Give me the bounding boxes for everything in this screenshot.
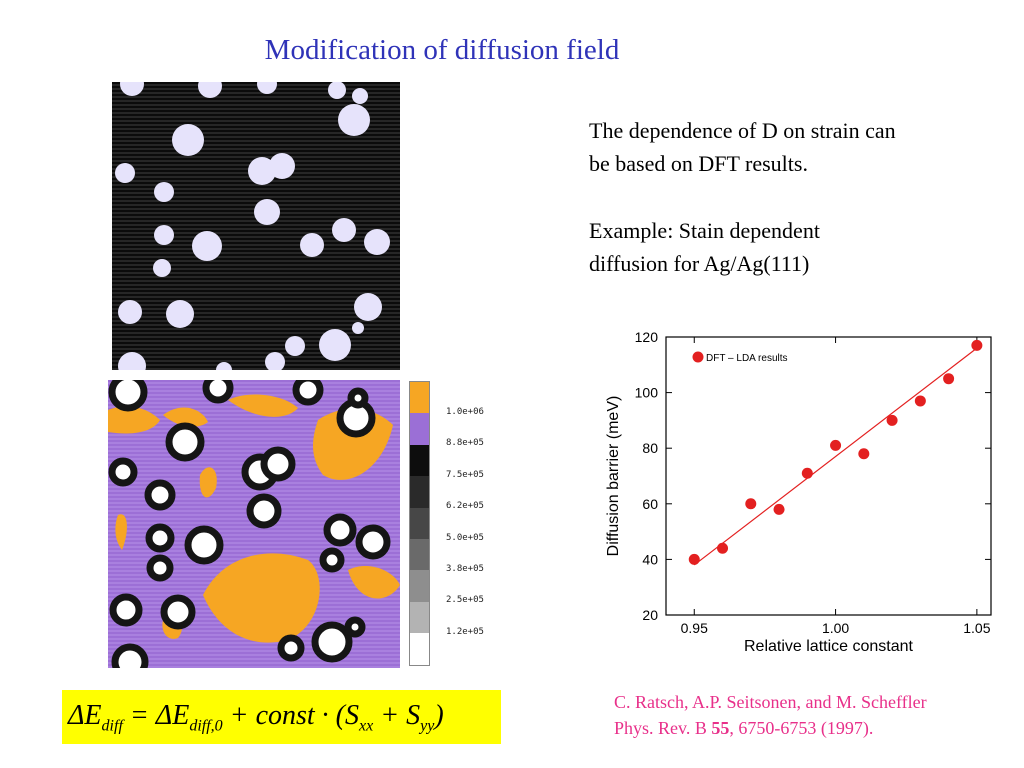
x-tick-label: 1.05 (963, 620, 990, 636)
colorbar-swatch (410, 476, 429, 508)
data-point (943, 373, 955, 385)
colorbar-swatch (410, 633, 429, 665)
colorbar-swatch (410, 444, 429, 477)
legend-label: DFT – LDA results (706, 353, 788, 364)
colorbar-label: 6.2e+05 (446, 501, 484, 512)
data-point (717, 542, 729, 554)
colorbar-swatch (410, 570, 429, 602)
colorbar-label: 3.8e+05 (446, 564, 484, 574)
colorbar-swatch (410, 413, 429, 445)
citation-journal: Phys. Rev. B 55, 6750-6753 (1997). (614, 718, 874, 738)
diffusion-formula: ΔEdiff = ΔEdiff,0 + const · (Sxx + Syy) (62, 690, 501, 744)
data-point (801, 467, 813, 479)
x-tick-label: 0.95 (681, 620, 708, 636)
colorbar-label: 1.0e+06 (446, 407, 484, 417)
data-point (688, 553, 700, 565)
data-point (773, 503, 785, 515)
data-point (971, 339, 983, 351)
y-tick-label: 20 (642, 607, 658, 623)
colorbar-label: 5.0e+05 (446, 532, 484, 543)
colorbar-swatch (410, 601, 429, 634)
strain-dependence-text: The dependence of D on strain can be bas… (589, 118, 896, 176)
island-simulation-image (112, 82, 400, 370)
diffusion-barrier-chart: 20 40 60 80 100 120 0.95 1.00 1.05 Relative latti… (605, 329, 992, 655)
y-tick-label: 120 (635, 329, 659, 345)
y-tick-label: 40 (642, 551, 658, 567)
fit-line (693, 347, 978, 566)
colorbar-swatch (410, 507, 429, 539)
y-tick-label: 100 (635, 385, 659, 401)
colorbar-swatch (410, 538, 429, 571)
colorbar (409, 381, 430, 666)
y-axis-label: Diffusion barrier (meV) (605, 396, 622, 557)
example-text: Example: Stain dependent diffusion for A… (589, 218, 820, 276)
data-point (858, 448, 870, 460)
y-tick-label: 60 (642, 496, 658, 512)
data-point (745, 498, 757, 510)
colorbar-label: 2.5e+05 (446, 595, 484, 606)
legend-marker (692, 351, 704, 363)
y-tick-label: 80 (642, 440, 658, 456)
data-point (914, 395, 926, 407)
citation-authors: C. Ratsch, A.P. Seitsonen, and M. Scheff… (614, 692, 927, 712)
diffusion-field-image (108, 380, 400, 668)
colorbar-swatch (410, 382, 429, 414)
data-point (830, 439, 842, 451)
colorbar-label: 7.5e+05 (446, 469, 484, 480)
colorbar-label: 8.8e+05 (446, 438, 484, 449)
x-tick-label: 1.00 (822, 620, 849, 636)
page-title: Modification of diffusion field (264, 34, 620, 66)
x-axis-label: Relative lattice constant (744, 638, 914, 655)
colorbar-label: 1.2e+05 (446, 626, 484, 637)
plot-frame (665, 336, 992, 616)
data-point (886, 414, 898, 426)
